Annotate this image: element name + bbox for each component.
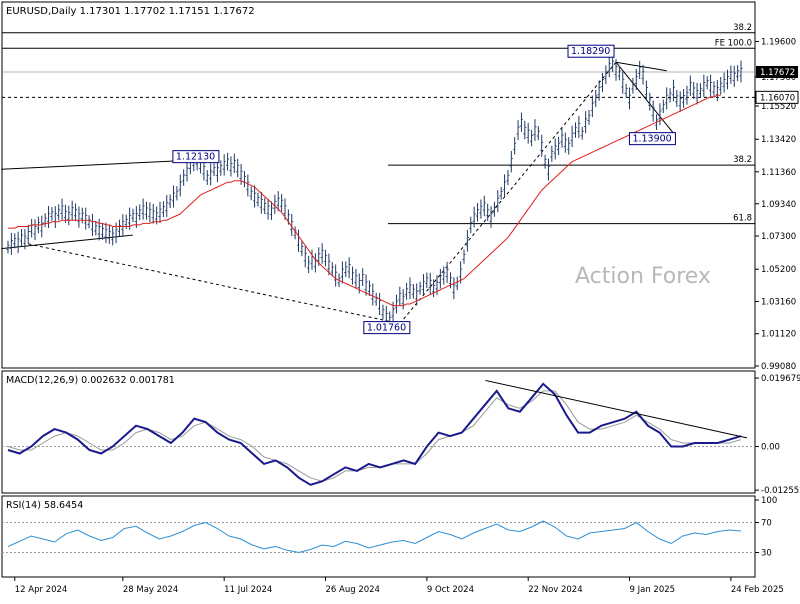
- price-annotation-label: 1.12130: [176, 152, 215, 163]
- rsi-y-tick-label: 100: [761, 496, 777, 506]
- macd-trendline: [485, 379, 748, 439]
- price-panel-frame: [1, 1, 756, 369]
- macd-layer: [2, 379, 755, 486]
- price-annotation-label: 1.13900: [632, 134, 671, 145]
- macd-y-tick-label: 0.00: [761, 443, 780, 453]
- price-annotation-box: [172, 150, 220, 164]
- x-axis-tick-label: 24 Feb 2025: [731, 585, 784, 595]
- price-annotation-box: [628, 132, 676, 146]
- x-axis-tick-label: 22 Nov 2024: [528, 585, 582, 595]
- x-axis-tick-label: 9 Oct 2024: [427, 585, 474, 595]
- x-axis-tick-label: 11 Jul 2024: [224, 585, 272, 595]
- rsi-line: [7, 520, 742, 554]
- x-axis-tick-label: 12 Apr 2024: [15, 585, 68, 595]
- macd-line: [7, 382, 742, 486]
- macd-panel-frame: [1, 370, 756, 494]
- price-annotation-label: 1.01760: [367, 323, 406, 334]
- rsi-layer: [2, 520, 755, 554]
- fib-level-label: 38.2: [733, 23, 752, 33]
- axis-layer: 1.196001.173601.155201.134201.113601.093…: [14, 38, 800, 595]
- price-y-tick-label: 1.05200: [761, 265, 796, 275]
- price-y-tick-label: 1.13420: [761, 135, 796, 145]
- price-y-tick-label: 1.07300: [761, 232, 796, 242]
- price-y-tick-label: 1.11360: [761, 168, 796, 178]
- rsi-y-tick-label: 30: [761, 549, 772, 559]
- dashed-trendline-2: [399, 61, 617, 324]
- x-axis-tick-label: 28 May 2024: [123, 585, 178, 595]
- price-y-tick-label: 1.01120: [761, 330, 796, 340]
- price-y-tick-label: 1.09340: [761, 200, 796, 210]
- symbol-header: EURUSD,Daily 1.17301 1.17702 1.17151 1.1…: [6, 6, 255, 17]
- price-y-tick-label: 0.99080: [761, 362, 796, 372]
- lower-trendline: [1, 234, 134, 250]
- rsi-title: RSI(14) 58.6454: [6, 500, 83, 511]
- price-layer: 38.2 FE 100.0 38.2 61.8 1.12130 1.01760 1.1829…: [1, 23, 755, 335]
- rsi-y-tick-label: 70: [761, 519, 772, 529]
- price-annotation-box: [567, 44, 615, 58]
- price-annotation-label: 1.18290: [571, 46, 610, 57]
- current-price-box: [756, 65, 798, 78]
- x-axis-tick-label: 9 Jan 2025: [630, 585, 676, 595]
- price-y-tick-label: 1.15520: [761, 102, 796, 112]
- fib-level-label: FE 100.0: [715, 38, 752, 48]
- upper-trendline: [1, 159, 191, 170]
- macd-y-tick-label: -0.012552: [761, 486, 800, 496]
- level-price-box: [755, 90, 799, 104]
- triangle-lower-line: [615, 61, 674, 134]
- rsi-panel-frame: [1, 495, 756, 578]
- fib-level-label: 38.2: [733, 155, 752, 165]
- price-annotation-box: [363, 321, 411, 335]
- macd-signal-line: [7, 390, 742, 482]
- moving-average-line: [8, 94, 721, 307]
- level-price-label: 1.16070: [760, 93, 795, 103]
- macd-title: MACD(12,26,9) 0.002632 0.001781: [6, 375, 175, 386]
- price-y-tick-label: 1.03160: [761, 297, 796, 307]
- current-price-label: 1.17672: [760, 68, 795, 78]
- price-y-tick-label: 1.19600: [761, 38, 796, 48]
- triangle-upper-line: [615, 61, 667, 72]
- x-axis-tick-label: 26 Aug 2024: [326, 585, 380, 595]
- watermark: Action Forex: [575, 264, 711, 289]
- macd-y-tick-label: 0.019679: [761, 374, 800, 384]
- fib-level-label: 61.8: [733, 214, 752, 224]
